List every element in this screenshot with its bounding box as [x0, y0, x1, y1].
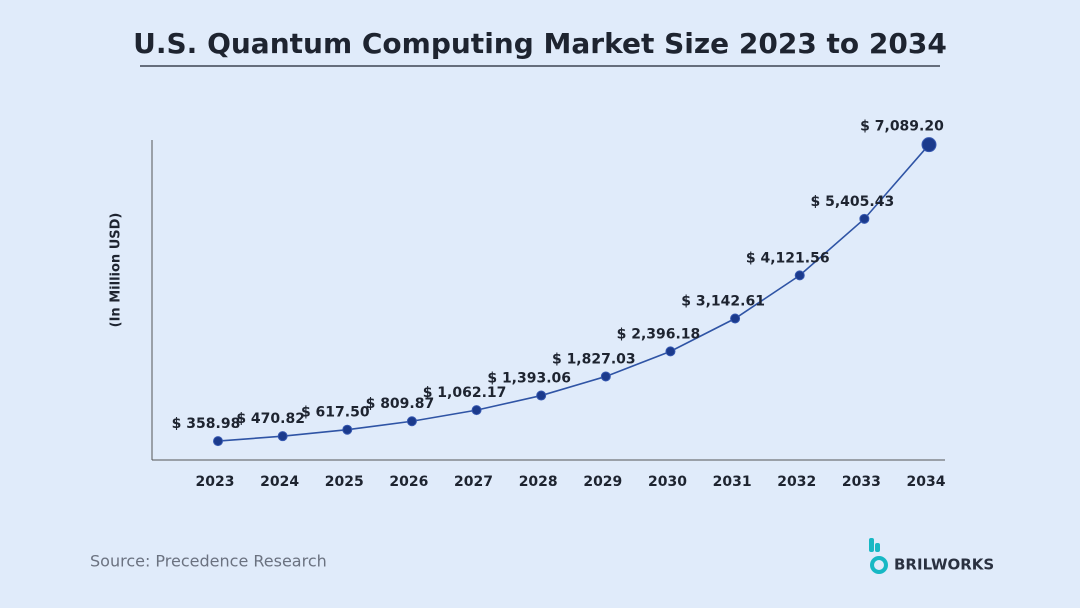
brand-name: BRILWORKS	[894, 556, 994, 574]
point	[213, 436, 223, 447]
x-tick-label: 2034	[907, 474, 946, 490]
point	[665, 346, 676, 357]
source-note: Source: Precedence Research	[90, 552, 327, 571]
logo-mark	[869, 538, 874, 552]
data-label: $ 809.87	[366, 396, 435, 412]
x-tick-label: 2027	[454, 474, 493, 490]
x-tick-label: 2023	[196, 474, 235, 490]
point	[730, 313, 741, 324]
point	[536, 390, 547, 401]
x-tick-label: 2031	[713, 474, 752, 490]
data-label: $ 5,405.43	[811, 194, 895, 210]
x-tick-label: 2024	[260, 474, 299, 490]
data-label: $ 2,396.18	[617, 326, 701, 342]
plot-area: 2023 2024 2025 2026 2027 2028 2029 2030 2031 2032…	[172, 119, 946, 490]
data-label: $ 1,062.17	[423, 385, 507, 401]
data-label: $ 1,393.06	[487, 371, 571, 387]
point	[600, 371, 611, 382]
point	[277, 431, 288, 442]
line	[217, 144, 930, 442]
point	[342, 424, 353, 435]
data-label: $ 4,121.56	[746, 250, 830, 266]
data-label: $ 358.98	[172, 416, 241, 432]
x-tick-label: 2028	[519, 474, 558, 490]
data-label: $ 1,827.03	[552, 351, 636, 367]
logo-mark	[875, 543, 880, 552]
chart-title: U.S. Quantum Computing Market Size 2023 …	[133, 27, 947, 60]
x-tick-label: 2029	[583, 474, 622, 490]
point	[794, 270, 805, 281]
x-tick-label: 2026	[389, 474, 428, 490]
point	[406, 416, 417, 427]
x-tick-label: 2025	[325, 474, 364, 490]
x-tick-label: 2032	[777, 474, 816, 490]
data-label: $ 7,089.20	[860, 119, 944, 135]
y-axis-label: (In Million USD)	[109, 213, 124, 328]
x-tick-label: 2030	[648, 474, 687, 490]
point	[921, 137, 937, 153]
data-label: $ 470.82	[236, 411, 305, 427]
logo-mark	[870, 556, 888, 574]
point	[859, 213, 870, 224]
data-label: $ 617.50	[301, 405, 370, 421]
x-tick-label: 2033	[842, 474, 881, 490]
data-label: $ 3,142.61	[681, 294, 765, 310]
point	[471, 405, 482, 416]
brand-logo: BRILWORKS	[869, 538, 994, 574]
